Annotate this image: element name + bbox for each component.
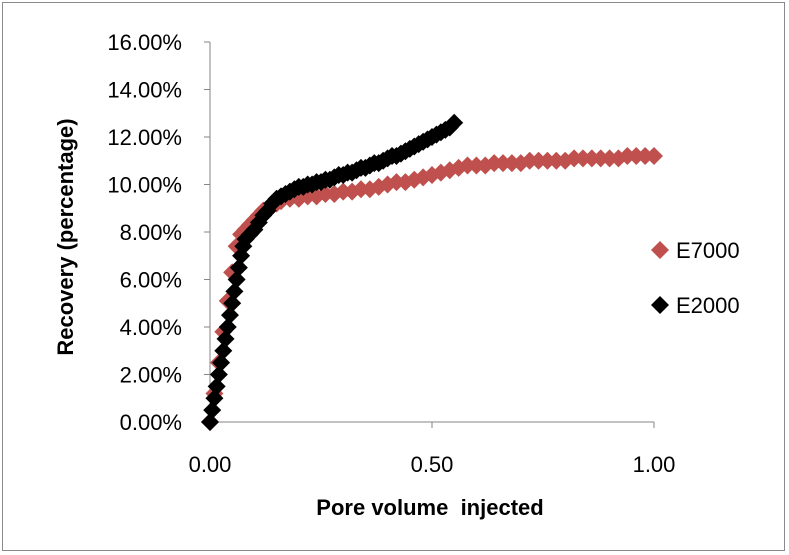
data-point-e2000 [216, 329, 235, 348]
data-point-e2000 [203, 401, 222, 420]
y-tick-label: 16.00% [107, 30, 182, 55]
data-point-e2000 [225, 282, 244, 301]
legend-marker-e7000 [651, 241, 669, 259]
y-tick-label: 2.00% [120, 363, 182, 388]
x-tick-label: 1.00 [633, 452, 676, 477]
y-tick-label: 8.00% [120, 220, 182, 245]
y-tick-label: 10.00% [107, 173, 182, 198]
x-axis-title: Pore volume injected [316, 495, 543, 520]
x-tick-label: 0.50 [411, 452, 454, 477]
series-e2000 [201, 113, 464, 431]
data-point-e2000 [229, 258, 248, 277]
y-tick-label: 14.00% [107, 78, 182, 103]
y-tick-label: 4.00% [120, 315, 182, 340]
y-axis-ticks: 0.00% 2.00% 4.00% 6.00% 8.00% 10.00% 12.00% 14.… [107, 30, 210, 435]
y-tick-label: 12.00% [107, 125, 182, 150]
data-point-e2000 [214, 341, 233, 360]
data-point-e7000 [645, 147, 663, 165]
data-point-e2000 [227, 270, 246, 289]
legend: E7000 E2000 [651, 238, 740, 318]
data-point-e2000 [201, 413, 219, 431]
y-tick-label: 0.00% [120, 410, 182, 435]
legend-label-e2000: E2000 [676, 293, 740, 318]
y-tick-label: 6.00% [120, 268, 182, 293]
series-e7000 [201, 147, 663, 431]
data-point-e2000 [218, 318, 237, 336]
data-point-e2000 [205, 389, 224, 408]
y-axis-title: Recovery (percentage) [53, 118, 78, 355]
data-point-e2000 [209, 365, 228, 384]
data-point-e2000 [212, 353, 231, 372]
data-point-e2000 [223, 294, 242, 313]
x-axis-ticks: 0.00 0.50 1.00 [189, 422, 676, 477]
legend-label-e7000: E7000 [676, 238, 740, 263]
data-point-e2000 [220, 306, 239, 325]
x-tick-label: 0.00 [189, 452, 232, 477]
series-layer [201, 113, 663, 431]
data-point-e2000 [207, 377, 226, 396]
axes-layer [209, 42, 654, 423]
legend-marker-e2000 [651, 296, 669, 314]
data-point-e2000 [445, 113, 464, 132]
